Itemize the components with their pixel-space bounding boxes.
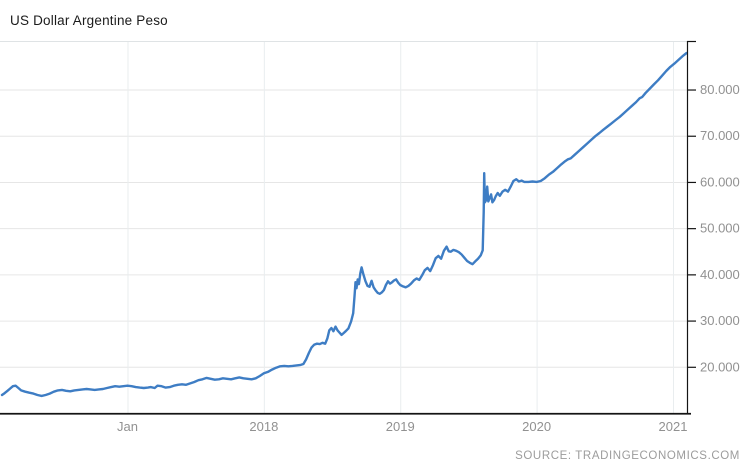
series-line-usdars xyxy=(0,51,688,398)
svg-text:2021: 2021 xyxy=(659,419,688,434)
vertical-gridlines xyxy=(127,41,674,413)
horizontal-gridlines xyxy=(0,89,687,368)
svg-text:2018: 2018 xyxy=(249,419,278,434)
x-axis-tick-labels: Jan 2018 2019 2020 2021 xyxy=(117,419,687,434)
svg-text:40.000: 40.000 xyxy=(700,267,740,282)
chart-title: US Dollar Argentine Peso xyxy=(10,13,168,28)
svg-text:70.000: 70.000 xyxy=(700,128,740,143)
svg-text:80.000: 80.000 xyxy=(700,82,740,97)
svg-text:2020: 2020 xyxy=(522,419,551,434)
svg-text:50.000: 50.000 xyxy=(700,221,740,236)
svg-text:30.000: 30.000 xyxy=(700,313,740,328)
y-axis-ticks xyxy=(687,40,696,368)
source-attribution: SOURCE: TRADINGECONOMICS.COM xyxy=(515,450,740,462)
y-axis-tick-labels: 20.000 30.000 40.000 50.000 60.000 70.000 80.0… xyxy=(700,82,740,374)
svg-text:60.000: 60.000 xyxy=(700,174,740,189)
svg-text:Jan: Jan xyxy=(117,419,138,434)
svg-text:2019: 2019 xyxy=(386,419,415,434)
svg-text:20.000: 20.000 xyxy=(700,359,740,374)
